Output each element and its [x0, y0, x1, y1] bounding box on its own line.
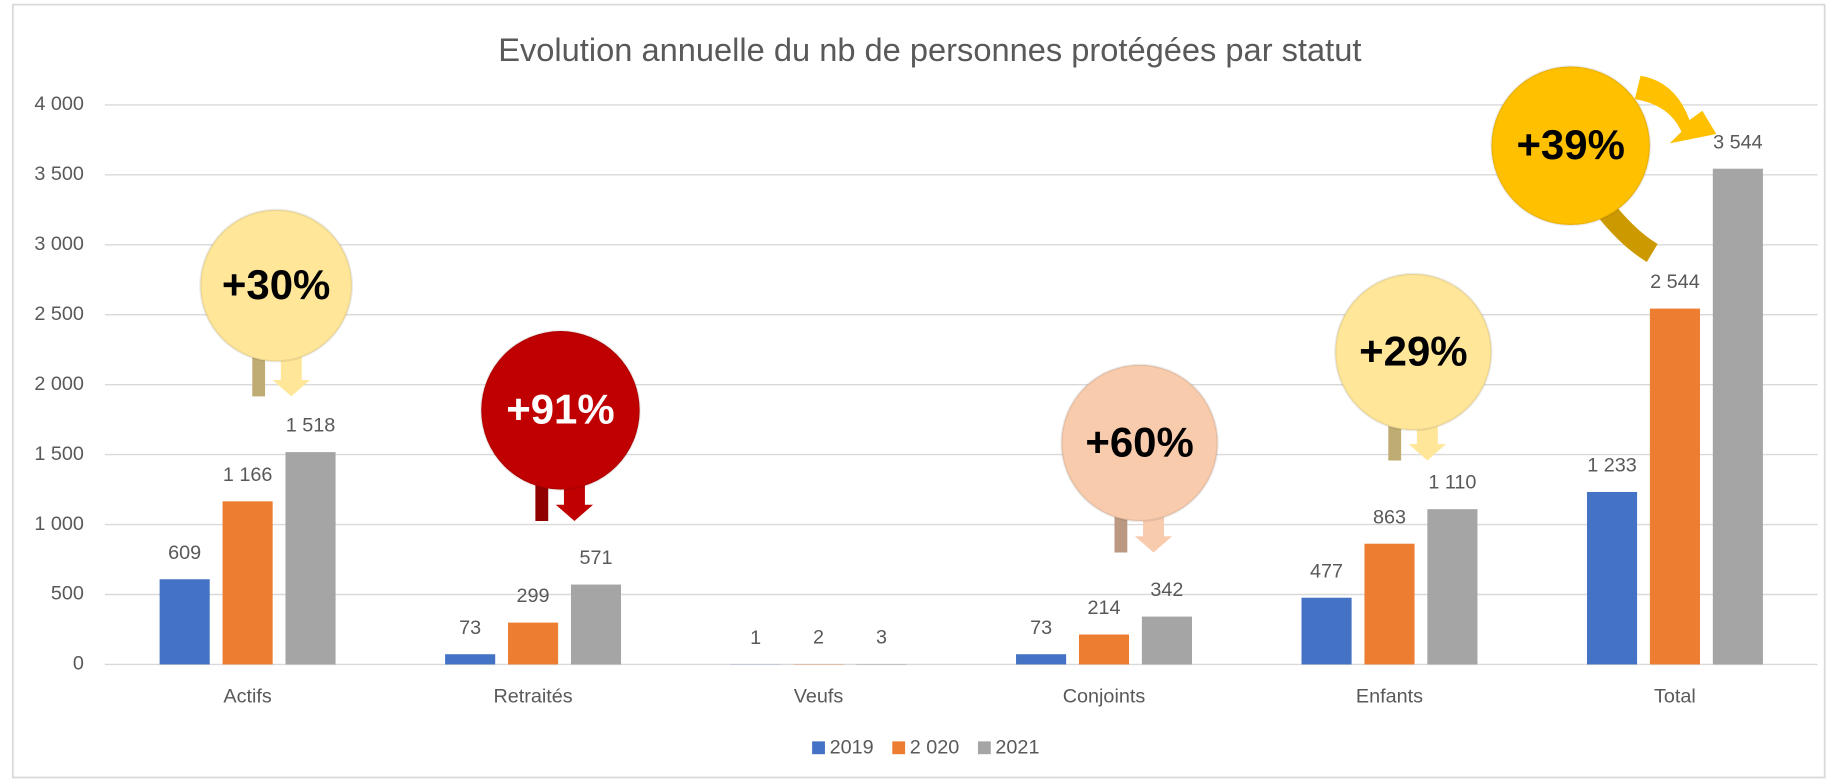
data-label: 609	[168, 542, 201, 564]
data-label: 342	[1150, 579, 1183, 601]
annotation: +29%	[1334, 272, 1493, 461]
annotation-arrow-tail	[1597, 203, 1658, 262]
data-label: 1	[750, 627, 761, 649]
annotation-circle	[1334, 272, 1493, 432]
bar	[222, 501, 273, 665]
bar	[1649, 308, 1700, 665]
data-label: 73	[459, 617, 481, 639]
data-label: 863	[1373, 506, 1406, 528]
bar	[1586, 491, 1638, 665]
x-tick-label: Actifs	[223, 685, 271, 707]
annotation: +60%	[1060, 363, 1219, 553]
x-tick-label: Veufs	[794, 685, 844, 707]
annotation-arrow-head	[1134, 511, 1173, 553]
x-tick-label: Total	[1654, 685, 1696, 707]
legend-swatch	[977, 741, 991, 755]
annotation-text: +91%	[506, 386, 614, 433]
annotation: +39%	[1490, 65, 1717, 262]
data-label: 1 233	[1587, 455, 1637, 477]
y-tick-label: 1 000	[34, 513, 84, 535]
bar	[285, 452, 336, 665]
bar	[159, 579, 210, 665]
annotation-text: +60%	[1085, 418, 1193, 465]
y-tick-label: 500	[51, 583, 84, 605]
annotation-arrow-head	[555, 480, 594, 522]
y-tick-label: 1 500	[34, 443, 84, 465]
chart-title: Evolution annuelle du nb de personnes pr…	[498, 31, 1361, 68]
annotation-text: +39%	[1516, 121, 1624, 168]
data-label: 299	[517, 585, 550, 607]
bar	[1712, 168, 1763, 665]
y-tick-label: 2 000	[34, 373, 84, 395]
bar	[1301, 597, 1352, 665]
x-tick-label: Retraités	[493, 685, 572, 707]
annotation-circle	[1490, 65, 1652, 227]
x-tick-label: Conjoints	[1063, 685, 1146, 707]
y-tick-label: 0	[73, 653, 84, 675]
y-tick-label: 3 500	[34, 163, 84, 185]
data-label: 1 110	[1428, 472, 1476, 494]
data-label: 3	[876, 627, 887, 649]
data-label: 477	[1310, 560, 1343, 582]
annotation-circle	[1060, 363, 1219, 523]
bar	[1141, 616, 1192, 665]
bar	[1078, 634, 1130, 665]
x-tick-label: Enfants	[1356, 685, 1423, 707]
annotation-circle	[480, 329, 641, 491]
annotation-arrow-head	[1408, 420, 1446, 461]
data-label: 214	[1087, 597, 1120, 619]
data-label: 73	[1030, 617, 1052, 639]
bar	[508, 622, 559, 665]
data-label: 1 166	[223, 464, 273, 486]
data-label: 571	[579, 547, 612, 569]
annotation-arrow-head	[1634, 75, 1717, 144]
data-label: 2	[813, 627, 824, 649]
legend-label: 2019	[830, 737, 874, 759]
data-label: 2 544	[1650, 271, 1700, 293]
data-label: 1 518	[286, 415, 336, 437]
annotation-text: +30%	[222, 261, 330, 308]
bar	[570, 584, 622, 665]
data-label: 3 544	[1713, 131, 1763, 153]
annotation-arrow-head	[272, 352, 310, 397]
bar	[1016, 654, 1067, 665]
legend-swatch	[892, 741, 906, 755]
annotation-text: +29%	[1359, 327, 1467, 374]
bar	[445, 654, 496, 665]
annotation-circle	[199, 208, 354, 363]
legend-label: 2 020	[910, 737, 960, 759]
annotation: +91%	[480, 329, 641, 522]
legend-label: 2021	[995, 737, 1039, 759]
y-tick-label: 3 000	[34, 233, 84, 255]
annotation-arrow-shade	[1597, 203, 1658, 262]
bar	[1427, 509, 1478, 665]
y-tick-label: 4 000	[34, 93, 84, 115]
annotation: +30%	[199, 208, 354, 397]
y-tick-label: 2 500	[34, 303, 84, 325]
bar	[1364, 543, 1415, 665]
legend-swatch	[812, 741, 825, 755]
